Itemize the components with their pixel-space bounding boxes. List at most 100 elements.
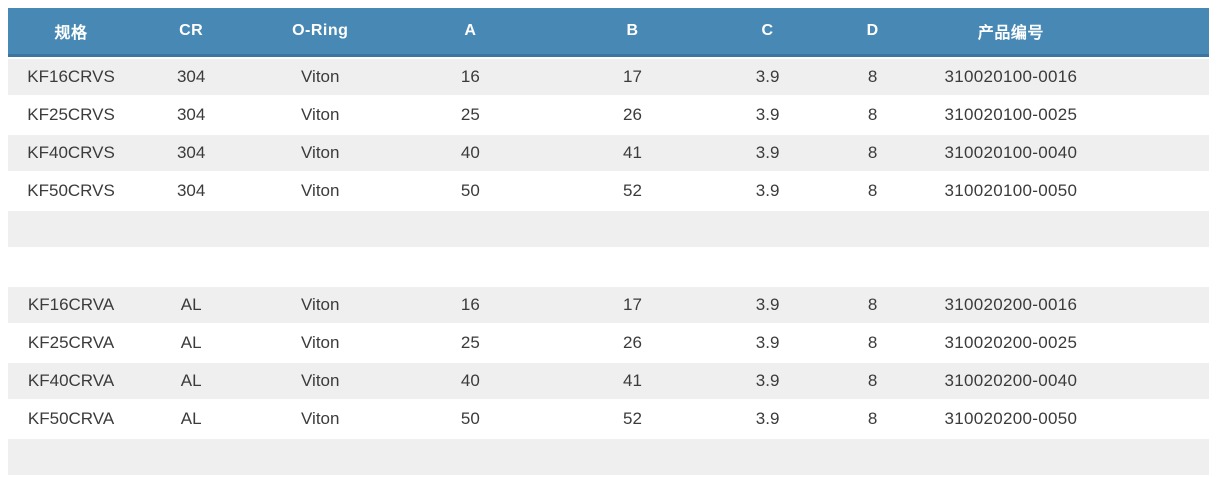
table-cell: Viton [248,363,393,399]
column-header: A [392,8,549,57]
table-cell: AL [134,401,249,437]
table-cell: 25 [392,97,549,133]
table-row: KF50CRVA AL Viton 50 52 3.9 8 310020200-0050 [8,401,1209,437]
table-cell [392,249,549,285]
table-row: KF40CRVA AL Viton 40 41 3.9 8 310020200-0040 [8,363,1209,399]
table-cell: 40 [392,135,549,171]
table-cell [134,211,249,247]
column-header: CR [134,8,249,57]
table-cell: AL [134,287,249,323]
table-cell: KF25CRVS [8,97,135,133]
table-cell: 8 [818,401,927,437]
table-cell: AL [134,325,249,361]
table-cell: KF50CRVA [8,401,135,437]
column-header: B [548,8,717,57]
column-header: 产品编号 [926,8,1209,57]
table-body: KF16CRVS 304 Viton 16 17 3.9 8 310020100-0016 KF… [8,59,1209,475]
table-cell [8,439,135,475]
column-header: C [716,8,819,57]
table-cell: 41 [548,363,717,399]
table-cell: 8 [818,59,927,95]
table-cell: 304 [134,97,249,133]
table-cell: 50 [392,401,549,437]
table-cell: 17 [548,59,717,95]
table-cell: KF40CRVA [8,363,135,399]
table-cell: 16 [392,59,549,95]
table-cell: 17 [548,287,717,323]
table-row: KF25CRVS 304 Viton 25 26 3.9 8 310020100-0025 [8,97,1209,133]
table-cell: 41 [548,135,717,171]
table-cell [926,211,1209,247]
table-cell [248,211,393,247]
table-cell [134,249,249,285]
column-header: 规格 [8,8,135,57]
table-cell: 52 [548,173,717,209]
header-row: 规格 CR O-Ring A B C D 产品编号 [8,8,1209,57]
table-cell: KF16CRVA [8,287,135,323]
table-cell: Viton [248,401,393,437]
table-cell [548,249,717,285]
table-cell [716,211,819,247]
table-cell: 3.9 [716,173,819,209]
table-cell: 304 [134,173,249,209]
spacer-row [8,249,1209,285]
table-cell: 26 [548,97,717,133]
table-cell: 310020100-0025 [926,97,1209,133]
table-cell: 3.9 [716,401,819,437]
table-cell [548,439,717,475]
table-cell: Viton [248,173,393,209]
table-cell [926,439,1209,475]
table-cell: 8 [818,363,927,399]
table-row: KF16CRVA AL Viton 16 17 3.9 8 310020200-0016 [8,287,1209,323]
table-cell: 3.9 [716,287,819,323]
table-cell: 3.9 [716,325,819,361]
table-row: KF16CRVS 304 Viton 16 17 3.9 8 310020100-0016 [8,59,1209,95]
table-cell [248,439,393,475]
table-cell: Viton [248,135,393,171]
table-cell: 304 [134,135,249,171]
table-cell: 8 [818,325,927,361]
table-cell: 8 [818,97,927,133]
table-cell [248,249,393,285]
table-cell: 304 [134,59,249,95]
table-cell: 310020100-0050 [926,173,1209,209]
table-cell: 16 [392,287,549,323]
table-cell: Viton [248,59,393,95]
table-cell [818,439,927,475]
table-cell: 25 [392,325,549,361]
table-cell: Viton [248,325,393,361]
table-cell: 310020200-0040 [926,363,1209,399]
spacer-row [8,211,1209,247]
table-cell: 3.9 [716,97,819,133]
table-cell [392,439,549,475]
table-cell: 8 [818,173,927,209]
table-cell: 52 [548,401,717,437]
table-cell [716,249,819,285]
spacer-row [8,439,1209,475]
table-cell: KF40CRVS [8,135,135,171]
table-cell: 50 [392,173,549,209]
table-cell [134,439,249,475]
product-spec-table: 规格 CR O-Ring A B C D 产品编号 KF16CRVS 304 Viton 16 17 3… [8,6,1209,477]
table-cell: 26 [548,325,717,361]
table-cell [8,211,135,247]
table-cell: 310020100-0040 [926,135,1209,171]
table-cell: 3.9 [716,363,819,399]
column-header: O-Ring [248,8,393,57]
table-cell [926,249,1209,285]
table-cell: 40 [392,363,549,399]
table-cell: 8 [818,135,927,171]
table-cell: KF16CRVS [8,59,135,95]
table-cell: 8 [818,287,927,323]
table-cell [716,439,819,475]
table-cell: AL [134,363,249,399]
table-cell: KF25CRVA [8,325,135,361]
table-row: KF40CRVS 304 Viton 40 41 3.9 8 310020100-0040 [8,135,1209,171]
column-header: D [818,8,927,57]
table-cell: 3.9 [716,59,819,95]
table-cell: KF50CRVS [8,173,135,209]
table-cell: 310020100-0016 [926,59,1209,95]
table-row: KF50CRVS 304 Viton 50 52 3.9 8 310020100-0050 [8,173,1209,209]
table-cell: Viton [248,287,393,323]
table-header: 规格 CR O-Ring A B C D 产品编号 [8,8,1209,57]
